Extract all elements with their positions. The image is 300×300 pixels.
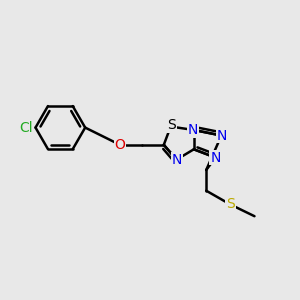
- Text: S: S: [167, 118, 176, 132]
- Text: N: N: [171, 153, 182, 167]
- Text: N: N: [217, 128, 227, 142]
- Text: N: N: [210, 151, 221, 165]
- Text: N: N: [188, 123, 198, 137]
- Text: S: S: [226, 197, 235, 212]
- Text: O: O: [115, 138, 125, 152]
- Text: Cl: Cl: [19, 121, 33, 135]
